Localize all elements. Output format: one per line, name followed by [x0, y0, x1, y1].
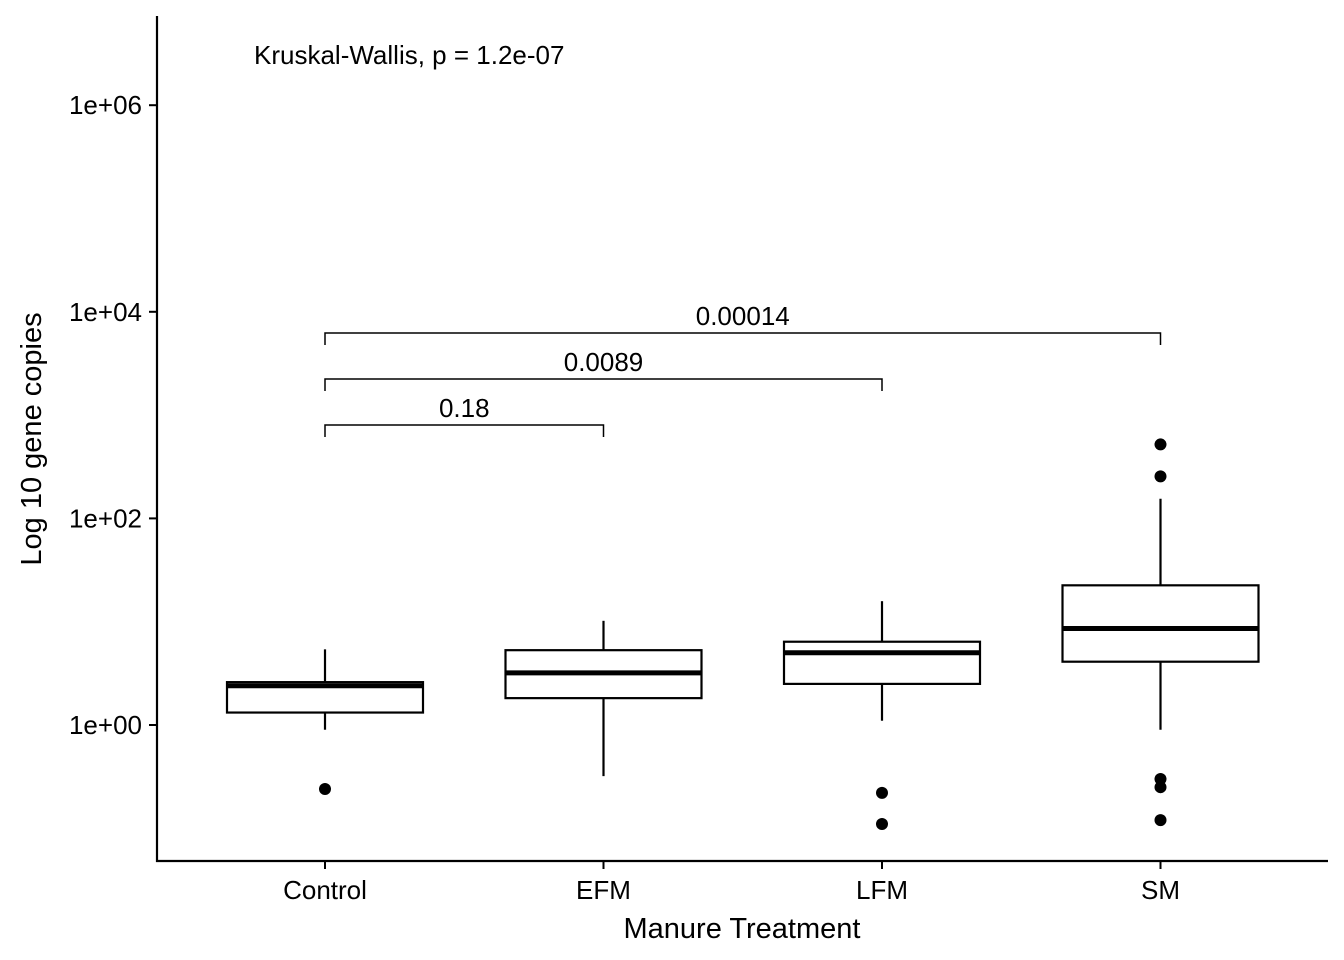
x-tick-label: Control — [283, 875, 367, 905]
p-value-label: 0.0089 — [564, 347, 644, 377]
outlier-point — [1154, 438, 1167, 451]
x-tick-label: SM — [1141, 875, 1180, 905]
box-group-sm — [1061, 498, 1260, 730]
x-tick-label: LFM — [856, 875, 908, 905]
y-axis-title: Log 10 gene copies — [16, 312, 48, 565]
outlier-point — [1154, 814, 1167, 827]
y-tick-label: 1e+04 — [69, 297, 142, 327]
comparison-brackets: 0.18 0.0089 0.00014 — [324, 301, 1162, 437]
outlier-point — [319, 783, 331, 796]
iqr-box — [782, 640, 982, 685]
bracket-line — [324, 332, 1162, 345]
outlier-point — [876, 786, 888, 799]
kruskal-wallis-annotation: Kruskal-Wallis, p = 1.2e-07 — [254, 40, 564, 70]
comparison-bracket: 0.0089 — [324, 347, 883, 391]
comparison-bracket: 0.00014 — [324, 301, 1162, 345]
boxes — [225, 498, 1260, 777]
p-value-label: 0.18 — [439, 393, 490, 423]
y-tick-label: 1e+02 — [69, 503, 142, 533]
outliers — [319, 438, 1167, 831]
outlier-point — [1154, 781, 1167, 794]
y-tick-label: 1e+00 — [69, 710, 142, 740]
x-tick-label: EFM — [576, 875, 631, 905]
bracket-line — [324, 424, 605, 437]
x-axis-title: Manure Treatment — [624, 913, 861, 945]
outlier-point — [1154, 470, 1167, 483]
p-value-label: 0.00014 — [696, 301, 790, 331]
y-ticks: 1e+00 1e+02 1e+04 1e+06 — [69, 90, 157, 740]
bracket-line — [324, 378, 883, 391]
box-group-efm — [504, 620, 703, 777]
iqr-box — [1061, 584, 1260, 663]
outlier-point — [876, 818, 888, 831]
box-group-lfm — [782, 601, 982, 721]
y-tick-label: 1e+06 — [69, 90, 142, 120]
axes — [155, 16, 1328, 863]
box-group-control — [225, 649, 425, 730]
comparison-bracket: 0.18 — [324, 393, 605, 437]
x-ticks: Control EFM LFM SM — [283, 861, 1180, 905]
